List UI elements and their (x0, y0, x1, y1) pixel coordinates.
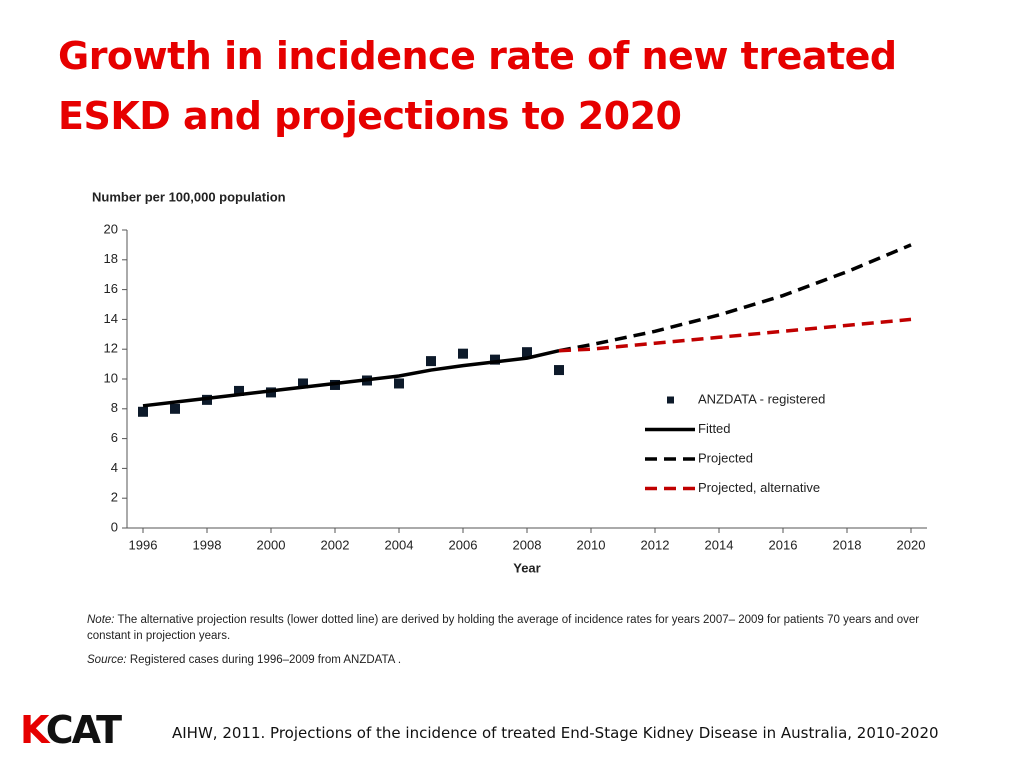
x-axis-label: Year (513, 560, 540, 575)
legend-label: Fitted (698, 421, 731, 436)
x-tick-label: 1998 (193, 537, 222, 552)
y-tick-label: 18 (104, 251, 118, 266)
data-point (394, 378, 404, 389)
data-point (298, 378, 308, 389)
source-label: Source: (87, 654, 127, 666)
data-point (522, 347, 532, 358)
y-tick-label: 4 (111, 460, 118, 475)
x-tick-label: 2020 (897, 537, 926, 552)
x-tick-label: 2016 (769, 537, 798, 552)
x-tick-label: 2000 (257, 537, 286, 552)
slide-title: Growth in incidence rate of new treated … (58, 34, 897, 138)
source: Source: Registered cases during 1996–200… (87, 654, 401, 666)
data-point (170, 403, 180, 414)
y-axis-label: Number per 100,000 population (92, 189, 286, 204)
y-tick-label: 20 (104, 221, 118, 236)
note-label: Note: (87, 614, 115, 626)
y-tick-label: 8 (111, 400, 118, 415)
legend-label: Projected, alternative (698, 480, 820, 495)
data-point (138, 406, 148, 417)
y-tick-label: 2 (111, 490, 118, 505)
source-text: Registered cases during 1996–2009 from A… (129, 654, 402, 666)
y-tick-label: 14 (104, 311, 118, 326)
y-tick-label: 10 (104, 370, 118, 385)
x-tick-label: 2002 (321, 537, 350, 552)
series-line (558, 317, 912, 353)
x-tick-label: 2008 (513, 537, 542, 552)
data-point (426, 356, 436, 367)
citation: AIHW, 2011. Projections of the incidence… (172, 724, 939, 742)
x-tick-label: 2010 (577, 537, 606, 552)
x-tick-label: 2014 (705, 537, 734, 552)
x-tick-label: 2012 (641, 537, 670, 552)
series-line (142, 348, 560, 408)
y-tick-label: 12 (104, 341, 118, 356)
note-text: The alternative projection results (lowe… (87, 614, 920, 642)
note: Note: The alternative projection results… (87, 612, 937, 644)
data-point (234, 385, 244, 396)
data-point (490, 354, 500, 365)
x-tick-label: 1996 (129, 537, 158, 552)
x-tick-label: 2006 (449, 537, 478, 552)
legend-marker (667, 396, 674, 404)
logo: KCAT (20, 708, 122, 752)
x-tick-label: 2018 (833, 537, 862, 552)
y-tick-label: 16 (104, 281, 118, 296)
x-tick-label: 2004 (385, 537, 414, 552)
data-point (554, 365, 564, 376)
legend-label: Projected (698, 450, 753, 465)
y-tick-label: 6 (111, 430, 118, 445)
data-point (458, 348, 468, 359)
y-tick-label: 0 (111, 519, 118, 534)
legend-label: ANZDATA - registered (698, 391, 825, 406)
